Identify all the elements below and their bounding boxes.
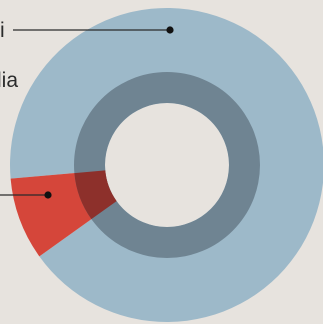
chart-annotations (0, 26, 174, 199)
chart-slices (10, 8, 323, 322)
slice-label-1: i (0, 19, 5, 42)
outer-slice-1 (10, 8, 323, 322)
inner-slice-1 (74, 72, 260, 258)
label-leader-dot-3 (44, 191, 52, 199)
label-leader-dot-1 (166, 26, 174, 34)
inner-overlap-slice (74, 170, 117, 220)
slice-label-2: lia (0, 69, 18, 92)
